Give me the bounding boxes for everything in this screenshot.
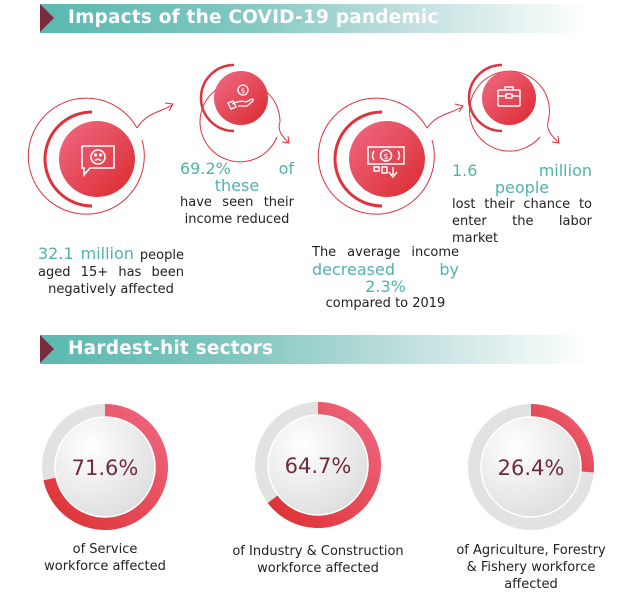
banner-arrow-icon [40, 335, 54, 363]
impact-2-line3: income reduced [184, 212, 290, 227]
impact-4-text: 1.6 million people lost their chance to … [452, 162, 592, 247]
impact-3-circle [349, 121, 425, 197]
svg-text:$: $ [241, 87, 245, 95]
impact-3-highlight: decreased by 2.3% [312, 260, 459, 296]
impact-2-highlight: 69.2% of these [180, 159, 294, 195]
caption-line: affected [504, 577, 558, 592]
donut-inner [267, 414, 369, 516]
impact-3-graphic: $ [317, 97, 464, 224]
donut-inner [480, 416, 582, 518]
section-banner-sectors: Hardest-hit sectors [40, 335, 590, 364]
impact-1-graphic [27, 97, 174, 224]
impact-4-line3: enter the labor market [452, 214, 592, 246]
donut-inner [54, 416, 156, 518]
donut-value-label: 71.6% [72, 456, 139, 480]
impact-2-text: 69.2% of these have seen their income re… [180, 160, 294, 228]
briefcase-icon [497, 86, 521, 107]
impact-2-line2: have seen their [180, 195, 294, 210]
donut-value-label: 26.4% [498, 456, 565, 480]
donut-value-arc [531, 404, 594, 473]
donut-chart-industry: 64.7% [255, 402, 381, 528]
impact-3-ring: $ [317, 97, 464, 215]
impact-1-highlight: 32.1 million [38, 244, 134, 263]
caption-line: of Agriculture, Forestry [456, 543, 606, 558]
impact-2-ring: $ [199, 63, 290, 163]
impact-4-highlight: 1.6 million people [452, 161, 592, 197]
impact-3-line3: compared to 2019 [325, 296, 446, 311]
banner-arrow-icon [40, 4, 54, 32]
impact-2-graphic: $ [192, 52, 302, 163]
caption-line: workforce affected [44, 559, 166, 574]
impact-4-line2: lost their chance to [452, 197, 592, 212]
impact-1-line3: negatively affected [48, 282, 174, 297]
donut-caption-agriculture: of Agriculture, Forestry & Fishery workf… [446, 542, 616, 593]
impact-1-line2: aged 15+ has been [38, 265, 184, 280]
section-title-sectors: Hardest-hit sectors [68, 338, 274, 359]
svg-text:$: $ [383, 152, 388, 161]
section-banner-impacts: Impacts of the COVID-19 pandemic [40, 4, 590, 33]
sad-face-chat-icon [81, 145, 115, 178]
hand-coin-icon: $ [227, 84, 254, 110]
caption-line: & Fishery workforce [466, 560, 596, 575]
donut-chart-agriculture: 26.4% [468, 404, 594, 530]
donut-caption-industry: of Industry & Construction workforce aff… [218, 543, 418, 577]
impact-1-text: 32.1 million people aged 15+ has been ne… [38, 245, 184, 298]
section-title-impacts: Impacts of the COVID-19 pandemic [68, 7, 439, 28]
caption-line: of Service [72, 542, 138, 557]
impact-4-graphic [467, 52, 580, 156]
caption-line: of Industry & Construction [232, 544, 404, 559]
money-decrease-icon: $ [367, 146, 405, 179]
impact-1-line1: people [133, 248, 184, 263]
impact-2-circle [214, 71, 268, 125]
impact-4-ring [467, 63, 560, 152]
donut-chart-service: 71.6% [42, 404, 168, 530]
donut-value-label: 64.7% [285, 454, 352, 478]
caption-line: workforce affected [257, 561, 379, 576]
impact-3-line1: The average income [312, 245, 459, 260]
impact-3-text: The average income decreased by 2.3% com… [312, 244, 459, 312]
impact-1-ring [27, 97, 174, 215]
donut-caption-service: of Service workforce affected [30, 541, 180, 575]
